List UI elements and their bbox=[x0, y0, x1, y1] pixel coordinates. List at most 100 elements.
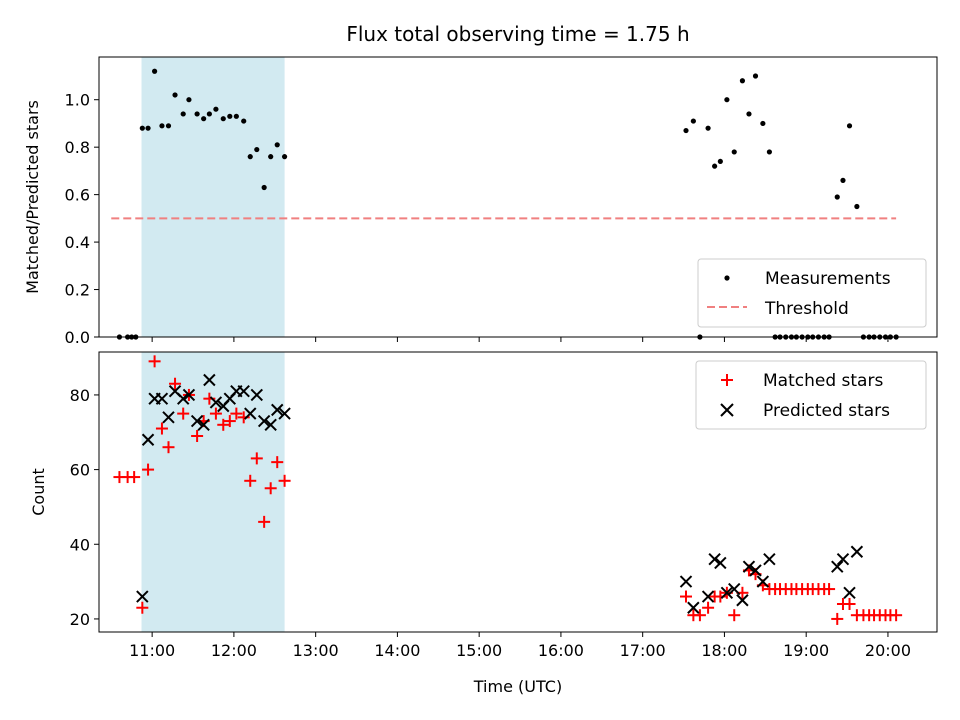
matched-star-point bbox=[209, 407, 222, 420]
matched-star-point bbox=[258, 515, 271, 528]
bottom-predicted-points bbox=[136, 373, 864, 614]
top-axes-frame bbox=[98, 56, 938, 338]
measurement-point bbox=[201, 116, 207, 122]
legend-matched-label: Matched stars bbox=[763, 371, 883, 391]
bottom-x-tick-label: 17:00 bbox=[620, 641, 666, 660]
measurement-point bbox=[281, 154, 288, 160]
measurement-point bbox=[139, 125, 145, 131]
predicted-star-point bbox=[720, 586, 734, 600]
predicted-star-point bbox=[155, 392, 169, 405]
bottom-x-tick-label: 20:00 bbox=[865, 641, 911, 660]
matched-star-point bbox=[843, 598, 856, 610]
predicted-star-point bbox=[843, 586, 856, 600]
measurement-point bbox=[213, 106, 219, 112]
measurement-point bbox=[846, 123, 853, 129]
measurement-point bbox=[151, 68, 158, 74]
bottom-y-tick-label: 40 bbox=[70, 535, 90, 554]
predicted-star-point bbox=[197, 418, 210, 432]
top-y-tick-label: 0.8 bbox=[65, 138, 90, 157]
predicted-star-point bbox=[141, 433, 155, 446]
matched-star-point bbox=[142, 463, 155, 476]
matched-star-point bbox=[162, 441, 175, 454]
top-y-axis-label: Matched/Predicted stars bbox=[23, 100, 42, 294]
predicted-star-point bbox=[736, 594, 749, 607]
predicted-star-point bbox=[177, 392, 190, 405]
matched-star-point bbox=[148, 355, 161, 368]
matched-star-point bbox=[728, 609, 741, 622]
measurement-point bbox=[227, 113, 233, 119]
measurement-point bbox=[752, 73, 759, 79]
matched-star-point bbox=[250, 452, 263, 465]
bottom-x-tick-label: 18:00 bbox=[701, 641, 747, 660]
bottom-x-ticks: 11:00 12:00 13:00 14:00 15:00 16:00 17:00 18:00… bbox=[129, 632, 911, 660]
measurement-point bbox=[705, 125, 711, 131]
bottom-panel: 11:00 12:00 13:00 14:00 15:00 16:00 17:00 18:00… bbox=[29, 351, 938, 696]
matched-star-point bbox=[264, 482, 277, 495]
measurement-point bbox=[760, 120, 766, 127]
bottom-x-tick-label: 19:00 bbox=[783, 641, 829, 660]
predicted-star-point bbox=[278, 407, 291, 420]
measurement-point bbox=[241, 118, 247, 124]
legend-measurements-label: Measurements bbox=[765, 269, 891, 289]
predicted-star-point bbox=[701, 590, 715, 603]
measurement-point bbox=[683, 127, 689, 134]
measurement-point bbox=[274, 142, 280, 148]
predicted-star-point bbox=[836, 552, 850, 566]
top-y-tick-label: 0.2 bbox=[65, 281, 90, 300]
legend-predicted-label: Predicted stars bbox=[763, 401, 890, 421]
top-y-ticks: 0.0 0.2 0.4 0.6 0.8 1.0 bbox=[65, 91, 99, 347]
matched-star-point bbox=[831, 612, 844, 625]
measurement-point bbox=[145, 125, 151, 131]
top-legend: Measurements Threshold bbox=[697, 258, 927, 328]
matched-star-point bbox=[230, 407, 243, 420]
predicted-star-point bbox=[257, 414, 271, 428]
matched-star-point bbox=[177, 407, 190, 420]
matched-star-point bbox=[223, 415, 236, 428]
predicted-star-point bbox=[679, 575, 693, 588]
predicted-star-point bbox=[237, 384, 250, 398]
predicted-star-point bbox=[182, 388, 196, 402]
measurement-point bbox=[261, 184, 267, 191]
predicted-star-point bbox=[250, 388, 263, 402]
predicted-star-point bbox=[742, 560, 756, 573]
matched-star-point bbox=[680, 590, 693, 603]
predicted-star-point bbox=[136, 590, 149, 603]
bottom-x-tick-label: 11:00 bbox=[129, 641, 175, 660]
predicted-star-point bbox=[831, 560, 844, 573]
measurement-point bbox=[159, 123, 165, 129]
predicted-star-point bbox=[244, 407, 257, 420]
bottom-x-tick-label: 13:00 bbox=[293, 641, 339, 660]
top-shaded-band bbox=[141, 57, 285, 337]
matched-star-point bbox=[890, 609, 903, 622]
matched-star-point bbox=[217, 418, 230, 431]
bottom-shaded-band bbox=[141, 352, 285, 632]
bottom-y-tick-label: 80 bbox=[70, 386, 90, 405]
bottom-x-tick-label: 15:00 bbox=[456, 641, 502, 660]
matched-star-point bbox=[128, 471, 141, 484]
predicted-star-point bbox=[850, 545, 864, 558]
predicted-star-point bbox=[203, 373, 216, 387]
predicted-star-point bbox=[728, 582, 741, 596]
matched-star-point bbox=[693, 609, 706, 622]
matched-star-point bbox=[702, 601, 715, 614]
predicted-star-point bbox=[749, 564, 762, 577]
measurement-point bbox=[247, 154, 253, 160]
measurement-point bbox=[254, 146, 260, 153]
predicted-star-point bbox=[264, 418, 277, 432]
measurement-point bbox=[180, 111, 186, 117]
legend-matched-marker bbox=[721, 374, 733, 386]
bottom-y-ticks: 20 40 60 80 bbox=[70, 386, 99, 629]
measurement-point bbox=[840, 177, 846, 183]
measurement-point bbox=[172, 92, 178, 98]
top-y-tick-label: 1.0 bbox=[65, 91, 90, 110]
measurement-point bbox=[233, 113, 239, 119]
bottom-x-tick-label: 16:00 bbox=[538, 641, 584, 660]
matched-star-point bbox=[169, 377, 182, 390]
top-panel: Flux total observing time = 1.75 h 0.00.… bbox=[23, 22, 938, 347]
predicted-star-point bbox=[763, 552, 776, 566]
measurement-point bbox=[717, 158, 723, 165]
matched-star-point bbox=[271, 456, 284, 469]
measurement-point bbox=[731, 149, 737, 155]
predicted-star-point bbox=[687, 601, 700, 614]
